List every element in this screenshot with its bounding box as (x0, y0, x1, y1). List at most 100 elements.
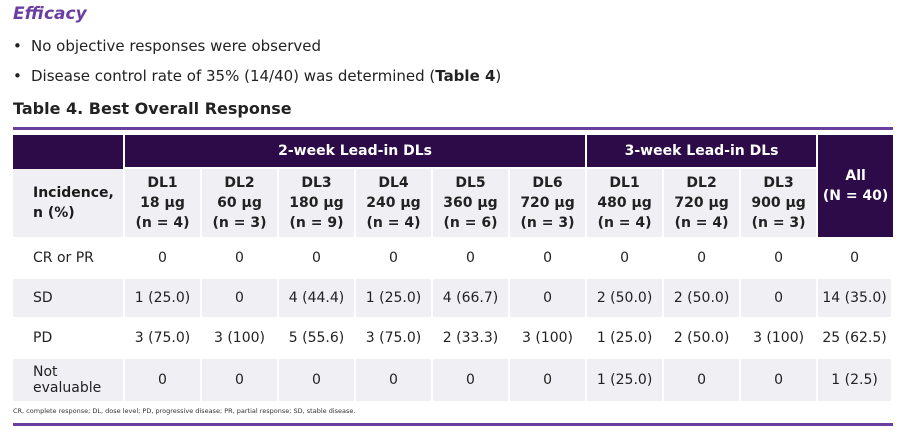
table-cell: 25 (62.5) (818, 317, 894, 357)
dose-level-header: DL1 18 µg (n = 4) (125, 169, 202, 237)
table-bottom-rule (13, 423, 893, 426)
table-cell: 4 (66.7) (433, 277, 510, 317)
table-cell: 0 (587, 237, 665, 277)
dose-level-dose: 720 µg (520, 195, 575, 211)
dose-level-n: (n = 4) (366, 215, 421, 231)
table-cell: 0 (202, 357, 279, 401)
dose-level-dl: DL2 (686, 175, 717, 191)
dose-level-n: (n = 4) (674, 215, 729, 231)
dose-level-dose: 240 µg (366, 195, 421, 211)
table-cell: 2 (50.0) (587, 277, 665, 317)
table-cell: 2 (50.0) (664, 277, 742, 317)
bullet-text-end: ) (495, 67, 502, 85)
dose-level-dl: DL5 (455, 175, 486, 191)
table-cell: 14 (35.0) (818, 277, 894, 317)
table-cell: 1 (2.5) (818, 357, 894, 401)
dose-level-dl: DL1 (147, 175, 178, 191)
all-column-header: All (N = 40) (818, 135, 894, 237)
table-cell: 0 (741, 277, 819, 317)
dose-level-dl: DL6 (532, 175, 563, 191)
table-cell: 1 (25.0) (125, 277, 202, 317)
all-header-label: All (845, 168, 866, 184)
dose-level-header: DL2 720 µg (n = 4) (664, 169, 742, 237)
dose-level-n: (n = 3) (520, 215, 575, 231)
table-cell: 3 (75.0) (125, 317, 202, 357)
table-cell: 0 (433, 237, 510, 277)
row-label-line: Not (33, 364, 58, 380)
table-cell: 5 (55.6) (279, 317, 356, 357)
table-cell: 1 (25.0) (587, 317, 665, 357)
table-cell: 1 (25.0) (587, 357, 665, 401)
table-cell: 0 (202, 237, 279, 277)
table-cell: 4 (44.4) (279, 277, 356, 317)
dose-level-header: DL3 900 µg (n = 3) (741, 169, 819, 237)
table-cell: 0 (125, 237, 202, 277)
dose-level-n: (n = 9) (289, 215, 344, 231)
table-cell: 3 (100) (510, 317, 588, 357)
table-row: SD 1 (25.0) 0 4 (44.4) 1 (25.0) 4 (66.7) 0 2 (5… (13, 277, 894, 317)
dose-level-dose: 720 µg (674, 195, 729, 211)
dose-level-dl: DL3 (301, 175, 332, 191)
dose-level-header: DL3 180 µg (n = 9) (279, 169, 356, 237)
dose-level-dose: 480 µg (597, 195, 652, 211)
dose-level-n: (n = 3) (751, 215, 806, 231)
row-label: CR or PR (13, 237, 125, 277)
dose-level-dose: 360 µg (443, 195, 498, 211)
table-cell: 0 (356, 237, 433, 277)
dose-level-dose: 900 µg (751, 195, 806, 211)
table-cell: 0 (664, 237, 742, 277)
table-cell: 0 (664, 357, 742, 401)
table-row: Not evaluable 0 0 0 0 0 0 1 (25.0) 0 0 1 (2.5) (13, 357, 894, 401)
row-label-line: evaluable (33, 380, 102, 396)
dose-level-dose: 60 µg (217, 195, 262, 211)
table-cell: 0 (202, 277, 279, 317)
table-cell: 0 (279, 237, 356, 277)
dose-level-dl: DL4 (378, 175, 409, 191)
dose-level-header: DL1 480 µg (n = 4) (587, 169, 665, 237)
dose-level-n: (n = 6) (443, 215, 498, 231)
table-cell: 2 (33.3) (433, 317, 510, 357)
table-cell: 0 (741, 357, 819, 401)
bullet-item: • No objective responses were observed (13, 35, 501, 65)
bullet-dot: • (13, 67, 22, 85)
table-cell: 1 (25.0) (356, 277, 433, 317)
table-cell: 0 (279, 357, 356, 401)
table-cell: 3 (100) (202, 317, 279, 357)
dose-level-header: DL6 720 µg (n = 3) (510, 169, 588, 237)
dose-level-n: (n = 3) (212, 215, 267, 231)
table-cell: 2 (50.0) (664, 317, 742, 357)
dose-level-header: DL5 360 µg (n = 6) (433, 169, 510, 237)
dose-level-dose: 180 µg (289, 195, 344, 211)
row-label: SD (13, 277, 125, 317)
incidence-header: Incidence, n (%) (13, 169, 125, 237)
dose-level-header: DL2 60 µg (n = 3) (202, 169, 279, 237)
row-label-line: SD (33, 290, 53, 306)
table-row: PD 3 (75.0) 3 (100) 5 (55.6) 3 (75.0) 2 (33.3… (13, 317, 894, 357)
table-cell: 0 (741, 237, 819, 277)
section-title: Efficacy (13, 4, 87, 24)
table-cell: 0 (433, 357, 510, 401)
row-label: Not evaluable (13, 357, 125, 401)
all-header-n: (N = 40) (822, 188, 889, 204)
incidence-label-line1: Incidence, (33, 185, 114, 201)
row-label: PD (13, 317, 125, 357)
table-cell: 0 (356, 357, 433, 401)
table-cell: 0 (125, 357, 202, 401)
dose-level-header: DL4 240 µg (n = 4) (356, 169, 433, 237)
group-header-3week: 3-week Lead-in DLs (587, 135, 819, 169)
group-header-2week: 2-week Lead-in DLs (125, 135, 588, 169)
row-label-line: CR or PR (33, 250, 94, 266)
dose-level-dl: DL2 (224, 175, 255, 191)
table-cell: 0 (510, 357, 588, 401)
table-title: Table 4. Best Overall Response (13, 99, 292, 118)
dose-level-dose: 18 µg (140, 195, 185, 211)
dose-level-dl: DL1 (609, 175, 640, 191)
table-cell: 0 (818, 237, 894, 277)
dose-level-n: (n = 4) (597, 215, 652, 231)
best-overall-response-table: 2-week Lead-in DLs 3-week Lead-in DLs Al… (13, 135, 894, 401)
table-top-rule (13, 127, 893, 130)
bullet-text: Disease control rate of 35% (14/40) was … (31, 67, 436, 85)
table-cell: 0 (510, 237, 588, 277)
dose-level-n: (n = 4) (135, 215, 190, 231)
table-cell: 3 (75.0) (356, 317, 433, 357)
